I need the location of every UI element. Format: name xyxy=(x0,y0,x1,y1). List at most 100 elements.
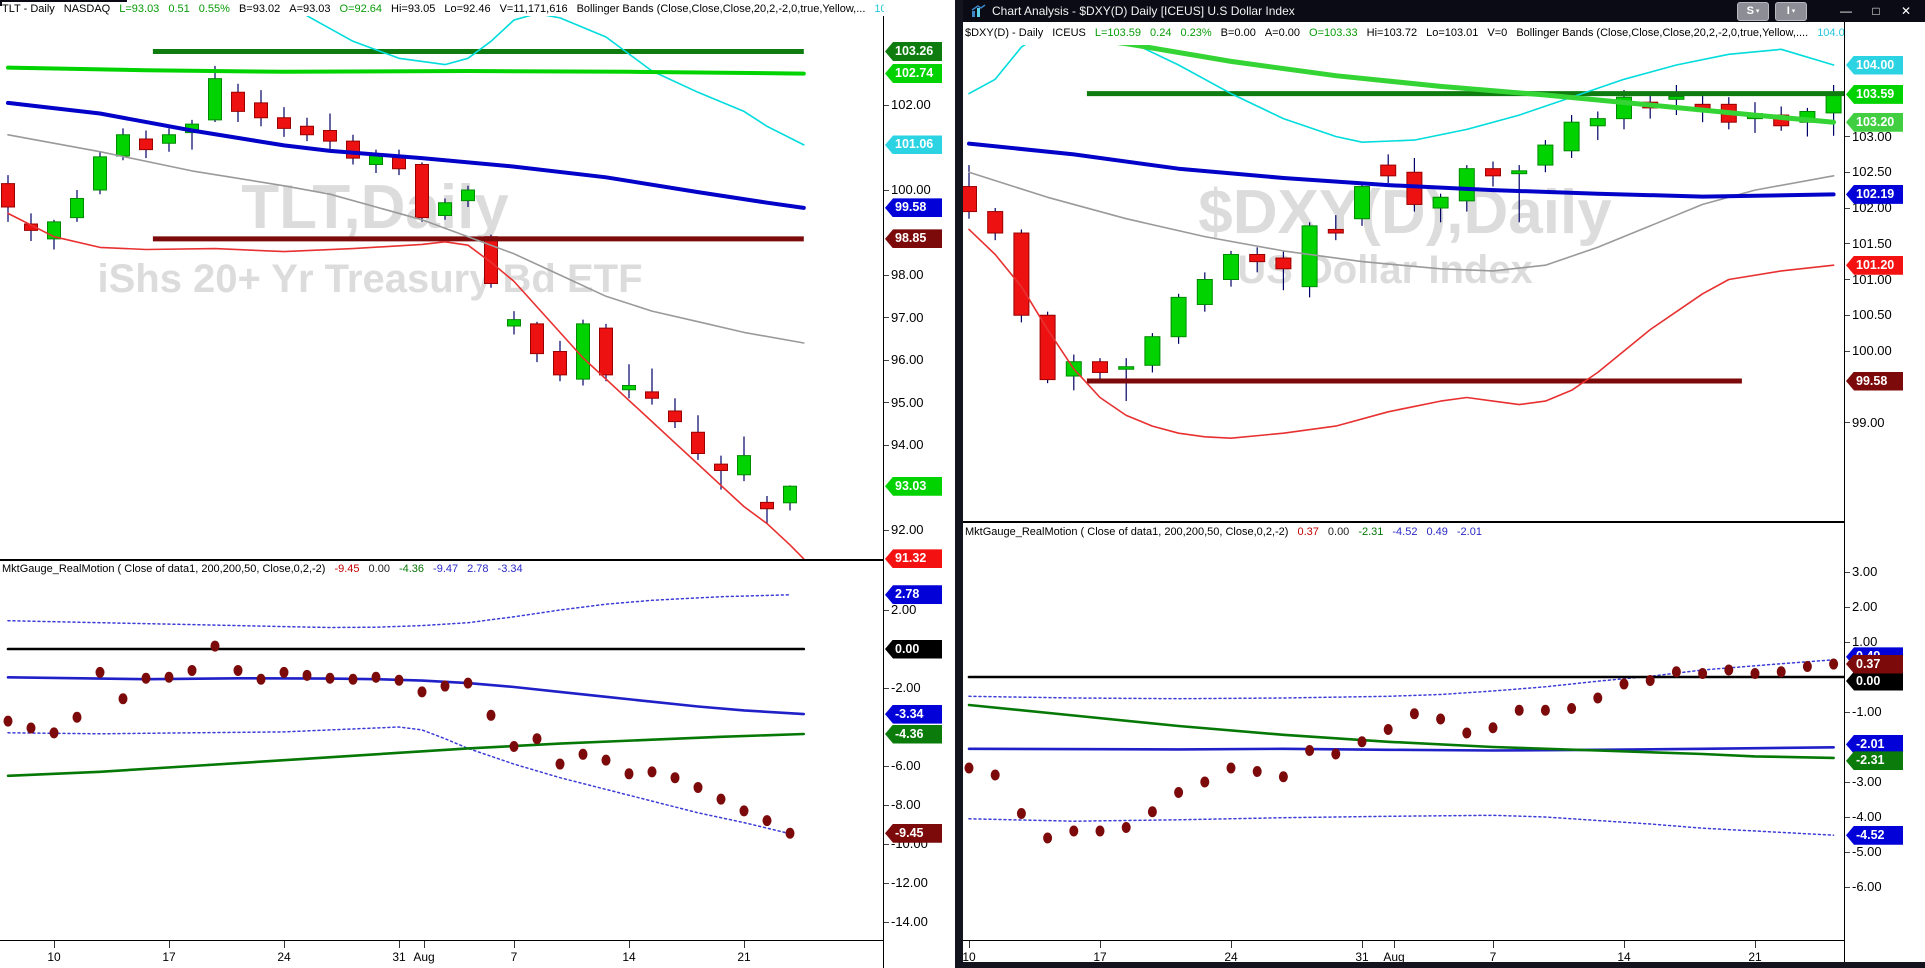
candle xyxy=(415,164,429,219)
axis-label: -8.00 xyxy=(891,797,921,812)
time-label: 21 xyxy=(1748,950,1762,962)
indicator-button-label: I xyxy=(1786,5,1790,17)
candle xyxy=(622,385,636,391)
ma-bright-green xyxy=(6,65,806,76)
axis-value-badge: 102.74 xyxy=(885,64,942,84)
realmotion-dot xyxy=(72,711,82,723)
realmotion-dot xyxy=(1488,722,1498,734)
realmotion-dot xyxy=(1200,776,1210,788)
minimize-button[interactable]: — xyxy=(1840,4,1852,18)
quote-field: 0.51 xyxy=(168,3,190,15)
quote-field: Lo=103.01 xyxy=(1426,27,1479,39)
candle xyxy=(1327,228,1344,234)
quote-field: TLT - Daily xyxy=(2,3,55,15)
panel-divider[interactable] xyxy=(0,559,955,561)
candle xyxy=(208,78,222,121)
axis-label: 95.00 xyxy=(891,394,924,410)
time-label: 24 xyxy=(277,950,291,964)
realmotion-dot xyxy=(762,815,772,827)
realmotion-dot xyxy=(417,686,427,698)
lower-dotted xyxy=(968,814,1835,836)
axis-value-badge: -4.36 xyxy=(885,724,942,744)
axis-label: -4.00 xyxy=(1852,809,1882,824)
indicator-field: 0.00 xyxy=(368,562,390,575)
axis-tick xyxy=(884,189,889,191)
axis-label: 102.00 xyxy=(891,97,931,112)
realmotion-dot xyxy=(440,680,450,692)
realmotion-dot xyxy=(1593,692,1603,704)
axis-tick xyxy=(1845,207,1850,209)
candle xyxy=(1223,253,1239,281)
realmotion-dot xyxy=(1829,658,1839,670)
quote-field: NASDAQ xyxy=(63,3,111,15)
realmotion-dot xyxy=(578,748,588,760)
realmotion-dot xyxy=(1645,675,1655,686)
realmotion-dot xyxy=(1121,822,1131,833)
candle xyxy=(599,327,613,376)
window-split[interactable] xyxy=(955,0,963,968)
candle xyxy=(438,202,452,216)
tlt-realmotion-panel[interactable] xyxy=(0,576,884,941)
time-label: Aug xyxy=(1383,950,1405,962)
maximize-button[interactable]: □ xyxy=(1872,4,1880,18)
candle xyxy=(963,186,977,213)
candle xyxy=(530,323,544,355)
axis-tick xyxy=(1845,314,1850,316)
axis-tick xyxy=(884,687,889,689)
candle xyxy=(1,183,15,208)
symbol-dropdown-button[interactable]: S ▾ xyxy=(1737,1,1769,21)
quote-field: A=0.00 xyxy=(1264,27,1301,39)
time-axis-border xyxy=(0,940,955,941)
axis-value-badge: 103.20 xyxy=(1846,112,1903,132)
candle xyxy=(162,134,176,144)
title-bar[interactable]: Chart Analysis - $DXY(D) Daily [ICEUS] U… xyxy=(963,0,1925,22)
axis-value-badge: 103.26 xyxy=(885,41,942,61)
realmotion-dot xyxy=(371,671,381,683)
candle xyxy=(668,410,682,423)
axis-label: 100.00 xyxy=(891,182,931,197)
candle xyxy=(1144,336,1161,366)
time-label: 14 xyxy=(622,950,636,964)
quote-field: O=92.64 xyxy=(339,3,383,15)
lower-band-red xyxy=(968,228,1835,440)
indicator-field: -9.45 xyxy=(334,562,360,575)
quote-field: L=103.59 xyxy=(1094,27,1142,39)
quote-field: Hi=103.72 xyxy=(1366,27,1418,39)
indicator-field: -2.01 xyxy=(1456,525,1482,538)
dxy-time-axis[interactable]: 10 17 24 31 Aug 7 14 21 xyxy=(963,941,1845,962)
candle xyxy=(1249,253,1266,263)
dxy-realmotion-panel[interactable] xyxy=(963,540,1845,941)
tlt-price-axis[interactable]: 102.00 100.00 98.00 97.00 96.00 95.00 94.00 92.… xyxy=(884,16,955,968)
axis-label: -1.00 xyxy=(1852,704,1882,719)
candle xyxy=(116,134,130,157)
time-tick xyxy=(1362,941,1363,948)
time-tick xyxy=(1493,941,1494,948)
axis-label: 101.50 xyxy=(1852,235,1892,251)
panel-divider[interactable] xyxy=(963,521,1925,523)
indicator-dropdown-button[interactable]: I ▾ xyxy=(1775,1,1807,21)
upper-dotted xyxy=(968,659,1835,700)
watermark-text: $DXY(D),Daily xyxy=(1198,178,1612,247)
axis-value-badge: 99.58 xyxy=(885,198,942,218)
dxy-price-axis[interactable]: 103.00 102.50 102.00 101.50 101.00 100.50 100.… xyxy=(1845,22,1925,962)
axis-label: 1.00 xyxy=(1852,634,1878,649)
realmotion-dot xyxy=(118,693,128,705)
realmotion-dot xyxy=(964,762,974,774)
realmotion-dot xyxy=(1069,825,1079,837)
realmotion-dot xyxy=(555,758,565,770)
axis-tick xyxy=(884,444,889,446)
candle xyxy=(1092,361,1108,373)
axis-label: -2.00 xyxy=(891,680,921,695)
right-chart-window: Chart Analysis - $DXY(D) Daily [ICEUS] U… xyxy=(963,0,1925,968)
close-button[interactable]: ✕ xyxy=(1900,4,1912,18)
candle xyxy=(1485,168,1501,177)
realmotion-dot xyxy=(990,769,1000,781)
candle xyxy=(645,391,659,399)
tlt-time-axis[interactable]: 10 17 24 31 Aug 7 14 21 xyxy=(0,941,884,968)
realmotion-dot xyxy=(1802,661,1812,672)
realmotion-dot xyxy=(463,677,473,689)
time-tick xyxy=(744,941,745,948)
time-tick xyxy=(1624,941,1625,948)
